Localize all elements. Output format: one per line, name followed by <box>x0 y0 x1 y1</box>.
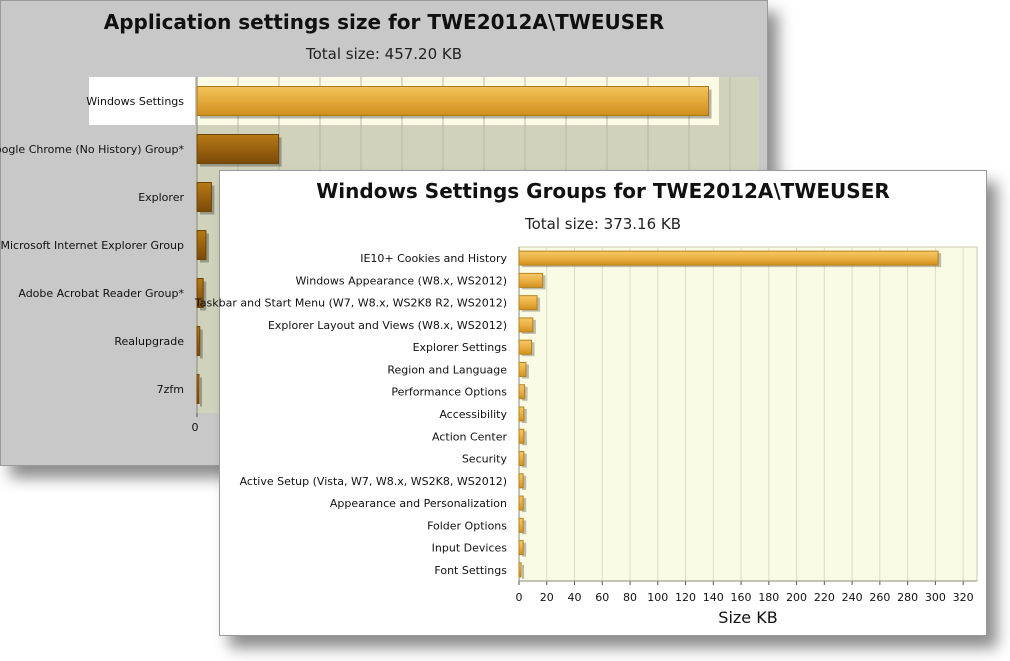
x-tick-label: 320 <box>953 591 974 604</box>
plot-area <box>518 246 978 582</box>
x-tick-label: 240 <box>842 591 863 604</box>
x-tick-label: 140 <box>703 591 724 604</box>
category-label: Action Center <box>432 430 507 443</box>
bar-shadow <box>522 564 525 579</box>
category-label: Google Chrome (No History) Group* <box>0 143 184 156</box>
windows-settings-chart-panel: Windows Settings Groups for TWE2012A\TWE… <box>194 170 987 636</box>
bar <box>518 517 524 533</box>
bar <box>518 451 525 467</box>
x-tick-label: 300 <box>925 591 946 604</box>
bar-shadow <box>522 475 527 490</box>
category-label: Font Settings <box>434 564 507 577</box>
x-tick-label: 80 <box>623 591 637 604</box>
bar <box>518 361 527 377</box>
x-tick-label: 0 <box>192 421 199 434</box>
category-label: Adobe Acrobat Reader Group* <box>18 287 184 300</box>
x-tick-label: 180 <box>758 591 779 604</box>
chart-subtitle: Total size: 373.16 KB <box>524 215 682 233</box>
bar <box>518 339 532 355</box>
x-tick-label: 120 <box>675 591 696 604</box>
bar <box>518 317 534 333</box>
category-label: Security <box>462 453 508 466</box>
x-axis-label: Size KB <box>718 608 777 627</box>
bar <box>196 230 207 260</box>
category-label: Active Setup (Vista, W7, W8.x, WS2K8, WS… <box>240 475 507 488</box>
bar <box>518 384 526 400</box>
category-label: Windows Appearance (W8.x, WS2012) <box>296 274 507 287</box>
category-label: Explorer Settings <box>413 341 508 354</box>
chart-title: Windows Settings Groups for TWE2012A\TWE… <box>316 179 890 203</box>
x-tick-label: 0 <box>516 591 523 604</box>
x-tick-label: 220 <box>814 591 835 604</box>
category-label: Region and Language <box>387 363 507 376</box>
bar <box>196 278 204 308</box>
bar <box>518 562 522 578</box>
bar <box>196 374 200 404</box>
x-tick-label: 160 <box>731 591 752 604</box>
x-tick-label: 20 <box>540 591 554 604</box>
x-tick-label: 40 <box>568 591 582 604</box>
bar-shadow <box>200 377 202 407</box>
windows-settings-bar-chart: 0 20 40 60 80 100 120 140 160 180 200 220 240 260 280 3… <box>194 246 978 627</box>
category-label: Performance Options <box>391 386 507 399</box>
bar-shadow <box>522 431 527 446</box>
bar <box>518 473 524 489</box>
bar <box>518 250 939 266</box>
bar-shadow <box>522 498 527 513</box>
bar-shadow <box>522 520 527 535</box>
category-label: Microsoft Internet Explorer Group <box>0 239 184 252</box>
category-label: Accessibility <box>439 408 507 421</box>
bar <box>518 495 524 511</box>
bar <box>518 295 538 311</box>
x-tick-label: 100 <box>647 591 668 604</box>
bar <box>196 134 280 164</box>
category-label: Appearance and Personalization <box>330 497 507 510</box>
category-label: Explorer <box>138 191 184 204</box>
bar <box>196 182 212 212</box>
x-tick-label: 260 <box>869 591 890 604</box>
x-tick-label: 280 <box>897 591 918 604</box>
category-label: Folder Options <box>427 519 507 532</box>
bar <box>518 540 524 556</box>
category-label: IE10+ Cookies and History <box>360 252 507 265</box>
x-tick-label: 60 <box>595 591 609 604</box>
bar <box>518 272 544 288</box>
highlight-label-box <box>89 77 195 125</box>
chart-subtitle: Total size: 457.20 KB <box>305 45 463 63</box>
bar-shadow <box>522 542 527 557</box>
bar-shadow <box>200 329 203 359</box>
category-label: Taskbar and Start Menu (W7, W8.x, WS2K8 … <box>194 297 507 310</box>
bar <box>518 406 525 422</box>
category-label: Explorer Layout and Views (W8.x, WS2012) <box>268 319 507 332</box>
category-label: Windows Settings <box>86 95 184 108</box>
chart-title: Application settings size for TWE2012A\T… <box>103 10 665 34</box>
category-label: Input Devices <box>432 542 508 555</box>
category-label: Realupgrade <box>114 335 184 348</box>
x-tick-label: 200 <box>786 591 807 604</box>
bar <box>196 326 201 356</box>
bar-shadow <box>522 453 527 468</box>
bar <box>196 86 710 116</box>
category-label: 7zfm <box>157 383 184 396</box>
bar-shadow <box>522 409 527 423</box>
bar <box>518 428 525 444</box>
